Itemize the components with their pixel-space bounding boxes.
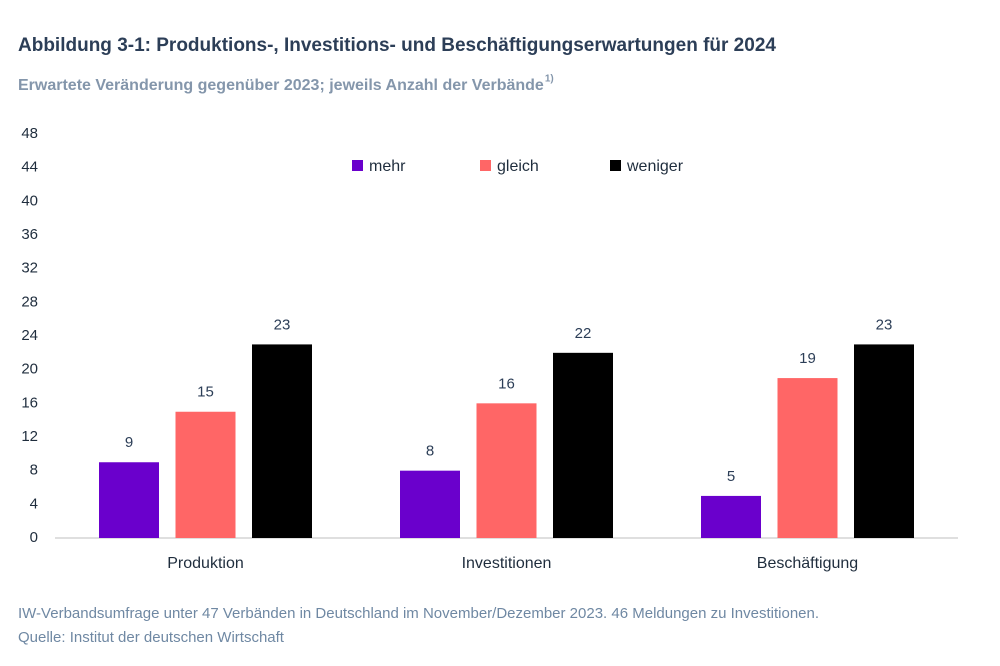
legend-swatch [480,160,491,171]
bar [476,403,537,538]
legend-label: gleich [497,158,539,175]
value-label: 23 [274,316,291,333]
legend-swatch [352,160,363,171]
value-label: 19 [799,350,816,367]
y-tick-label: 0 [30,529,38,546]
bar [252,344,312,538]
bar [777,378,838,538]
y-tick-label: 20 [21,361,38,378]
value-label: 8 [426,443,434,460]
legend-swatch [610,160,621,171]
y-tick-label: 16 [21,394,38,411]
bar [99,462,159,538]
value-label: 23 [876,316,893,333]
x-tick-label: Investitionen [462,555,552,572]
legend-label: mehr [369,158,406,175]
bar [701,495,761,538]
y-tick-label: 12 [21,428,38,445]
y-tick-label: 24 [21,327,38,344]
value-label: 9 [125,434,133,451]
y-tick-label: 32 [21,260,38,277]
value-label: 5 [727,468,735,485]
value-label: 15 [197,384,214,401]
y-tick-label: 44 [21,159,38,176]
x-tick-label: Beschäftigung [757,555,858,572]
subtitle-superscript: 1) [545,74,554,85]
y-tick-label: 48 [21,125,38,142]
source: Quelle: Institut der deutschen Wirtschaf… [18,629,285,646]
bar [854,344,914,538]
y-tick-label: 40 [21,192,38,209]
y-tick-label: 28 [21,293,38,310]
chart-subtitle: Erwartete Veränderung gegenüber 2023; je… [18,77,544,94]
bar [553,352,613,538]
value-label: 22 [575,325,592,342]
y-tick-label: 36 [21,226,38,243]
bar [400,470,460,538]
y-tick-label: 4 [30,495,38,512]
footnote: IW-Verbandsumfrage unter 47 Verbänden in… [18,605,819,622]
value-label: 16 [498,375,515,392]
x-tick-label: Produktion [167,555,244,572]
y-tick-label: 8 [30,462,38,479]
legend-label: weniger [626,158,684,175]
chart-title: Abbildung 3-1: Produktions-, Investition… [18,35,776,56]
bar [175,411,236,538]
